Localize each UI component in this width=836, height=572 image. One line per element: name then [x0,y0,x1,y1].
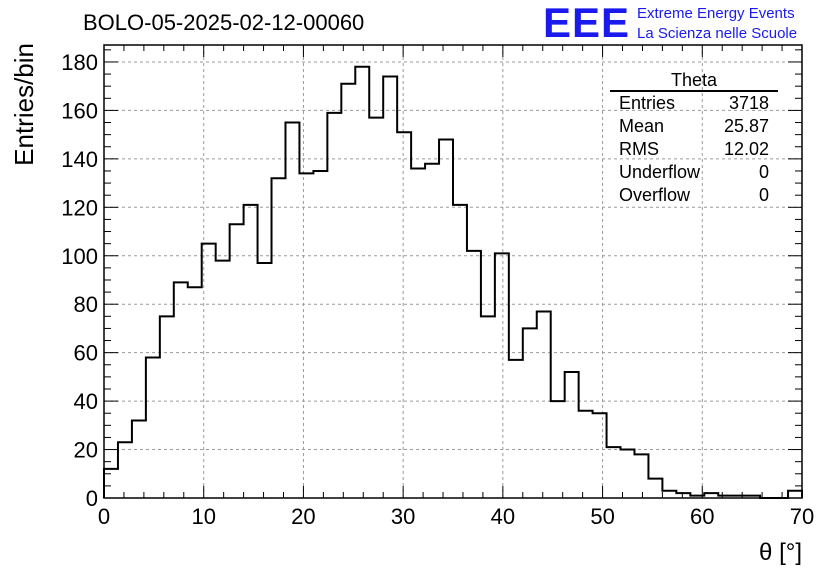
stats-label: Mean [619,116,665,136]
histogram-bin [788,491,802,498]
histogram-bin [132,420,146,498]
histogram-bin [244,205,258,498]
stats-row-rms: RMS 12.02 [610,138,778,161]
histogram-bin [216,261,230,498]
stats-value: 12.02 [723,139,769,159]
histogram-line [103,65,803,499]
x-tick-label: 60 [690,504,714,529]
stats-value: 3718 [728,93,769,113]
histogram-bin [313,171,327,498]
x-tick-label: 10 [191,504,215,529]
x-tick-label: 20 [291,504,315,529]
y-tick-label: 140 [61,147,98,172]
x-axis-label: θ [°] [759,539,802,566]
histogram-bin [355,67,369,498]
histogram-bin [146,357,160,498]
histogram-bin [285,123,299,498]
stats-row-mean: Mean 25.87 [610,115,778,138]
histogram-bin [174,282,188,498]
y-tick-label: 80 [74,292,98,317]
histogram-bin [648,479,662,498]
stats-label: Underflow [619,162,701,182]
eee-logo: EEE [543,0,631,46]
histogram-bin [188,287,202,498]
brand-line-2: La Scienza nelle Scuole [637,25,798,42]
y-tick-label: 160 [61,98,98,123]
stats-row-underflow: Underflow 0 [610,161,778,184]
histogram-bin [495,253,509,498]
stats-row-entries: Entries 3718 [610,92,778,115]
stats-label: Overflow [619,185,691,205]
y-tick-label: 0 [86,486,98,511]
histogram-bin [369,118,383,498]
histogram-bin [579,411,593,498]
stats-value: 0 [758,162,769,182]
y-axis-label: Entries/bin [9,43,39,166]
stats-value: 0 [758,185,769,205]
stats-box: Theta Entries 3718 Mean 25.87 RMS 12.02 … [610,70,778,207]
stats-title: Theta [610,70,778,92]
histogram-bin [202,244,216,498]
histogram-bin [634,454,648,498]
x-tick-label: 30 [391,504,415,529]
histogram-bin [662,491,676,498]
y-tick-label: 60 [74,341,98,366]
histogram-bin [565,372,579,498]
y-tick-label: 40 [74,389,98,414]
x-tick-label: 50 [590,504,614,529]
stats-label: Entries [619,93,676,113]
histogram-bin [383,76,397,498]
histogram-bin [272,178,286,498]
stats-label: RMS [619,139,659,159]
histogram-bin [509,360,523,498]
histogram-bin [230,224,244,498]
x-tick-label: 40 [491,504,515,529]
histogram-bin [411,169,425,498]
histogram-bin [299,173,313,498]
histogram-bin [160,316,174,498]
y-tick-label: 20 [74,438,98,463]
histogram-bin [593,413,607,498]
histogram-bin [621,450,635,498]
histogram-bin [467,251,481,498]
histogram-bin [327,113,341,498]
histogram-bin [453,205,467,498]
y-tick-label: 100 [61,244,98,269]
page-title: BOLO-05-2025-02-12-00060 [83,10,365,35]
histogram-bin [523,328,537,498]
stats-row-overflow: Overflow 0 [610,184,778,207]
stats-value: 25.87 [723,116,769,136]
x-tick-label: 70 [790,504,814,529]
brand-line-1: Extreme Energy Events [637,5,795,22]
histogram-bin [607,447,621,498]
histogram-bin [258,263,272,498]
plot-frame [103,44,803,499]
histogram-bin [397,132,411,498]
histogram-bin [341,84,355,498]
histogram-bin [425,164,439,498]
y-tick-label: 120 [61,195,98,220]
histogram-bin [551,401,565,498]
brand-text: Extreme Energy Events La Scienza nelle S… [637,4,797,44]
histogram-bin [118,442,132,498]
y-tick-label: 180 [61,50,98,75]
histogram-bin [439,139,453,498]
x-tick-label: 0 [98,504,110,529]
histogram-bin [481,316,495,498]
histogram-bin [537,311,551,498]
